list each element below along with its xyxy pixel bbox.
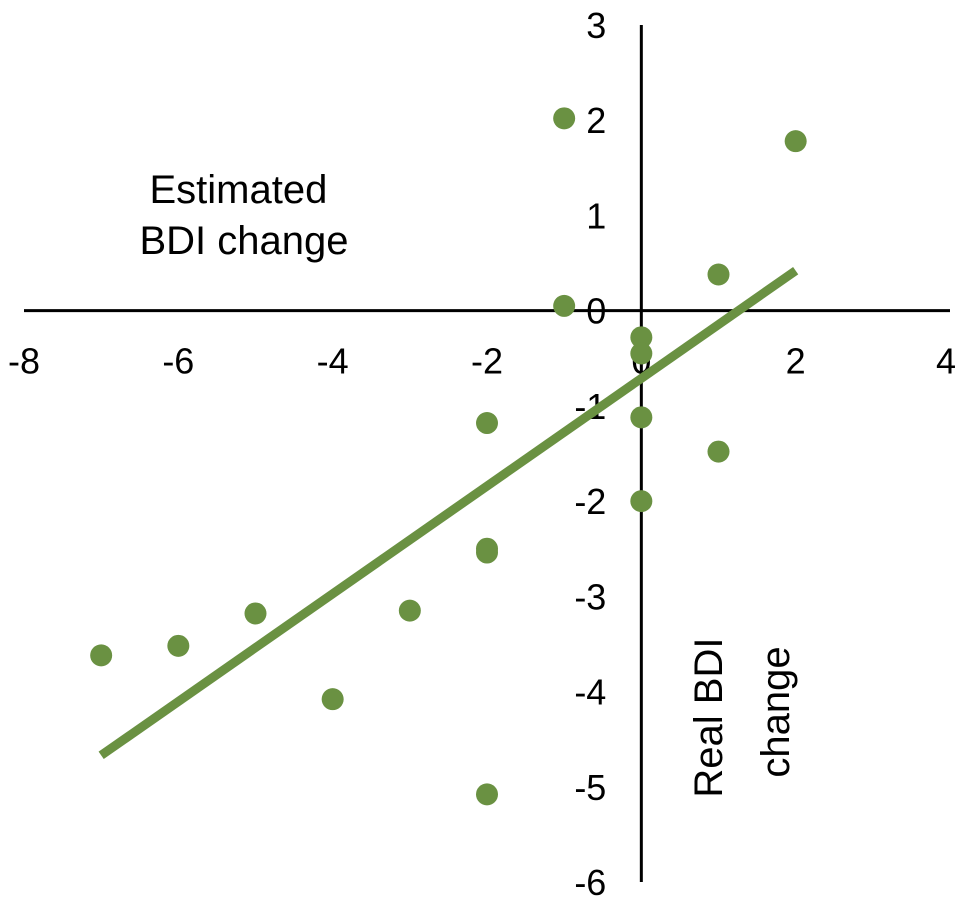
x-axis-title: Real BDI change	[687, 626, 798, 797]
data-point	[707, 263, 730, 286]
x-tick-label: -6	[162, 341, 194, 382]
y-tick-label: 1	[586, 195, 606, 236]
x-tick-label: 2	[786, 341, 806, 382]
data-point	[630, 342, 653, 365]
data-point	[553, 294, 576, 317]
data-point	[707, 440, 730, 463]
data-point	[630, 326, 653, 349]
y-tick-label: -4	[574, 672, 606, 713]
x-tick-label: 4	[936, 341, 956, 382]
x-tick-labels: -8-6-4-2024	[8, 341, 956, 382]
y-tick-label: -5	[574, 767, 606, 808]
x-tick-label: -2	[471, 341, 503, 382]
data-points	[90, 107, 807, 806]
data-point	[553, 107, 576, 130]
data-point	[90, 644, 113, 667]
data-point	[630, 406, 653, 429]
data-point	[476, 412, 498, 435]
y-tick-label: -3	[574, 576, 606, 617]
x-axis-title-line-2: change	[754, 646, 798, 777]
data-point	[398, 599, 421, 622]
y-tick-label: -6	[574, 862, 606, 903]
x-tick-label: -8	[8, 341, 40, 382]
data-point	[321, 688, 344, 711]
y-tick-label: 3	[586, 5, 606, 46]
trendline	[98, 266, 799, 760]
y-axis-title-line-2: BDI change	[139, 219, 348, 263]
data-point	[476, 541, 498, 564]
y-tick-label: 0	[586, 291, 606, 332]
y-tick-label: -2	[574, 481, 606, 522]
data-point	[476, 783, 498, 806]
x-axis-title-line-1: Real BDI	[687, 638, 731, 798]
data-point	[784, 130, 807, 153]
y-axis-title: Estimated BDI change	[139, 168, 348, 263]
y-tick-label: 2	[586, 100, 606, 141]
y-axis-title-line-1: Estimated	[150, 168, 328, 212]
data-point	[167, 634, 190, 657]
x-tick-label: -4	[317, 341, 349, 382]
data-point	[244, 602, 267, 625]
data-point	[630, 490, 653, 513]
